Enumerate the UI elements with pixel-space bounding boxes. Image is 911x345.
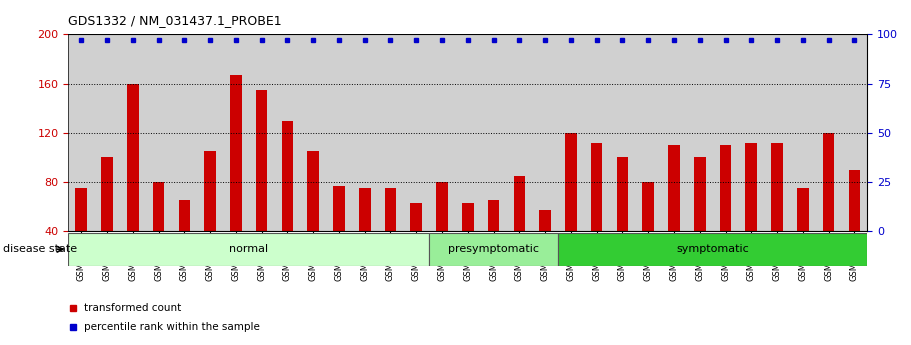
Bar: [307, 151, 319, 231]
Bar: [848, 170, 860, 231]
Bar: [101, 157, 113, 231]
Bar: [481, 34, 507, 231]
Bar: [404, 34, 429, 231]
Text: GDS1332 / NM_031437.1_PROBE1: GDS1332 / NM_031437.1_PROBE1: [68, 14, 281, 27]
Bar: [352, 34, 377, 231]
Bar: [745, 142, 757, 231]
Bar: [377, 34, 404, 231]
Bar: [584, 34, 609, 231]
Bar: [635, 34, 661, 231]
Bar: [797, 188, 809, 231]
Bar: [772, 142, 783, 231]
Bar: [661, 34, 687, 231]
Bar: [436, 182, 448, 231]
Bar: [249, 34, 274, 231]
Bar: [127, 83, 138, 231]
Text: presymptomatic: presymptomatic: [448, 244, 539, 254]
Bar: [223, 34, 249, 231]
Bar: [411, 203, 422, 231]
Bar: [171, 34, 197, 231]
Bar: [720, 145, 732, 231]
Bar: [694, 157, 705, 231]
Bar: [790, 34, 815, 231]
Bar: [487, 200, 499, 231]
Bar: [429, 233, 558, 266]
Text: percentile rank within the sample: percentile rank within the sample: [84, 322, 260, 332]
Bar: [815, 34, 842, 231]
Bar: [274, 34, 301, 231]
Bar: [642, 182, 654, 231]
Bar: [455, 34, 481, 231]
Bar: [514, 176, 525, 231]
Bar: [326, 34, 352, 231]
Bar: [204, 151, 216, 231]
Bar: [429, 34, 455, 231]
Bar: [823, 133, 834, 231]
Text: symptomatic: symptomatic: [676, 244, 749, 254]
Bar: [94, 34, 120, 231]
Bar: [333, 186, 344, 231]
Bar: [359, 188, 371, 231]
Text: disease state: disease state: [3, 244, 77, 254]
Bar: [687, 34, 712, 231]
Bar: [739, 34, 764, 231]
Bar: [507, 34, 532, 231]
Bar: [76, 188, 87, 231]
Bar: [558, 233, 867, 266]
Bar: [668, 145, 680, 231]
Bar: [617, 157, 629, 231]
Bar: [462, 203, 474, 231]
Bar: [281, 120, 293, 231]
Bar: [609, 34, 635, 231]
Bar: [146, 34, 171, 231]
Bar: [68, 233, 429, 266]
Text: normal: normal: [230, 244, 269, 254]
Bar: [842, 34, 867, 231]
Bar: [764, 34, 790, 231]
Bar: [301, 34, 326, 231]
Bar: [68, 34, 94, 231]
Bar: [558, 34, 584, 231]
Bar: [532, 34, 558, 231]
Bar: [179, 200, 190, 231]
Text: transformed count: transformed count: [84, 303, 181, 313]
Bar: [120, 34, 146, 231]
Bar: [539, 210, 551, 231]
Bar: [384, 188, 396, 231]
Bar: [153, 182, 164, 231]
Bar: [591, 142, 602, 231]
Bar: [197, 34, 223, 231]
Bar: [256, 90, 268, 231]
Bar: [712, 34, 739, 231]
Bar: [230, 75, 241, 231]
Bar: [565, 133, 577, 231]
